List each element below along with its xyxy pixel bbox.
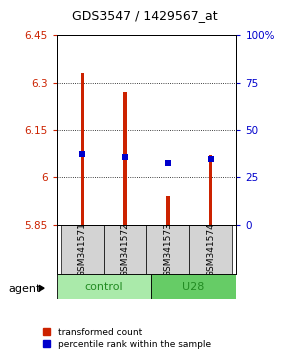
Text: agent: agent	[9, 284, 41, 293]
Bar	[189, 225, 232, 274]
Text: GDS3547 / 1429567_at: GDS3547 / 1429567_at	[72, 10, 218, 22]
Text: GSM341572: GSM341572	[121, 222, 130, 277]
Polygon shape	[39, 285, 44, 291]
Bar	[209, 155, 212, 225]
Text: control: control	[84, 282, 123, 292]
Bar	[104, 225, 146, 274]
Bar	[166, 196, 170, 225]
Bar	[123, 92, 127, 225]
Text: GSM341574: GSM341574	[206, 222, 215, 277]
Bar	[81, 73, 84, 225]
Bar	[57, 274, 151, 299]
Legend: transformed count, percentile rank within the sample: transformed count, percentile rank withi…	[42, 327, 212, 349]
Bar	[146, 225, 189, 274]
Bar	[151, 274, 236, 299]
Text: U28: U28	[182, 282, 205, 292]
Text: GSM341573: GSM341573	[163, 222, 172, 277]
Text: GSM341571: GSM341571	[78, 222, 87, 277]
Bar	[61, 225, 104, 274]
